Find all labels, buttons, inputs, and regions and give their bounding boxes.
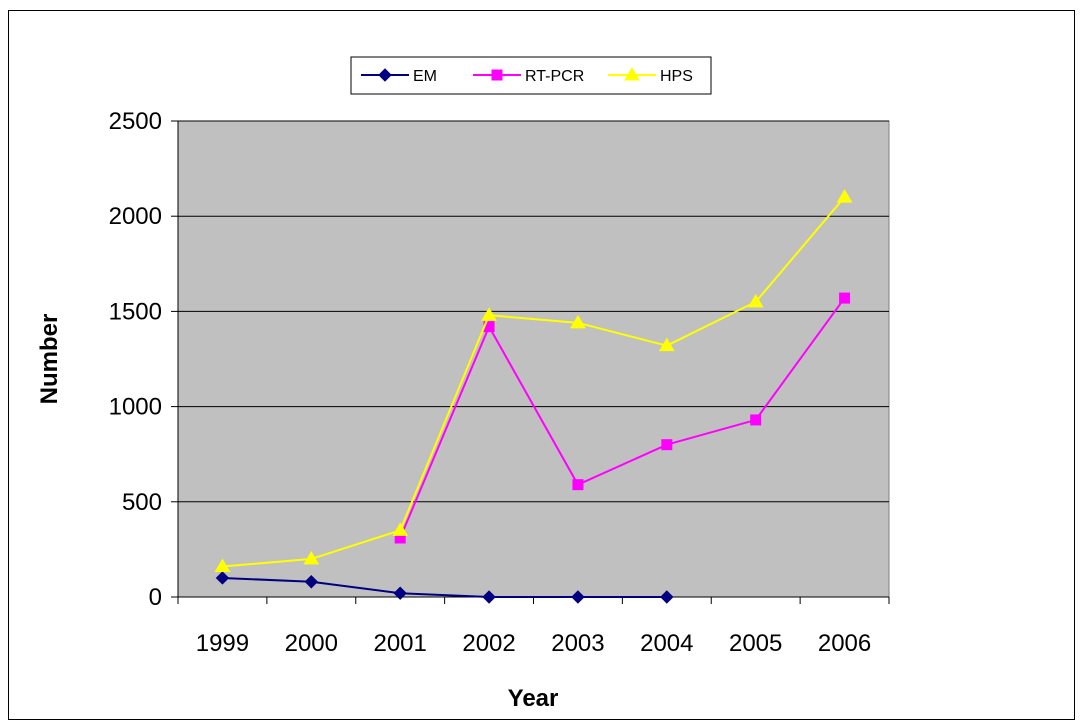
data-point-hps (303, 550, 320, 565)
series-line-em (222, 576, 667, 598)
x-tick-label: 1999 (196, 630, 249, 657)
legend-label-rt-pcr: RT-PCR (525, 68, 584, 85)
x-tick-label: 2006 (818, 630, 871, 657)
data-point-hps (747, 293, 764, 308)
legend-marker-em (378, 68, 392, 82)
plot-area (177, 120, 890, 598)
series-layer (214, 189, 853, 604)
y-tick-label: 1500 (109, 298, 162, 325)
series-hps (214, 189, 853, 573)
y-tick-label: 500 (122, 489, 162, 516)
data-point-hps (836, 189, 853, 203)
data-point-hps (481, 307, 497, 321)
y-tick-label: 2500 (109, 108, 162, 135)
x-axis-title: Year (508, 685, 559, 712)
x-tick-label: 2003 (551, 630, 604, 657)
data-point-em (660, 590, 674, 604)
legend-item-rt-pcr: RT-PCR (473, 68, 584, 85)
y-tick-label: 1000 (109, 394, 162, 421)
legend-label-hps: HPS (660, 68, 693, 85)
series-line-rt-pcr (399, 297, 846, 539)
x-tick-label: 2004 (640, 630, 693, 657)
data-point-rt-pcr (661, 439, 673, 451)
data-point-em (482, 590, 496, 604)
data-point-hps (658, 337, 675, 352)
x-tick-label: 2005 (729, 630, 782, 657)
x-tick-label: 2002 (462, 630, 515, 657)
data-point-hps (214, 558, 231, 573)
data-point-em (304, 575, 319, 589)
data-point-hps (392, 522, 409, 536)
data-point-rt-pcr (750, 414, 762, 426)
x-tick-label: 2000 (285, 630, 338, 657)
x-axis-ticks: 1999 2000 2001 2002 2003 2004 2005 2006 (177, 597, 890, 657)
data-point-em (215, 571, 230, 585)
y-axis-ticks: 0 500 1000 1500 2000 2500 (109, 108, 178, 611)
data-point-em (393, 586, 407, 600)
data-point-hps (570, 314, 586, 329)
y-tick-label: 2000 (109, 203, 162, 230)
legend-item-em: EM (361, 68, 437, 85)
y-axis-title: Number (36, 314, 63, 405)
x-tick-label: 2001 (373, 630, 426, 657)
legend-marker-hps (624, 67, 640, 81)
legend-marker-rt-pcr (491, 69, 503, 81)
legend-item-hps: HPS (608, 67, 693, 85)
data-point-em (571, 590, 585, 604)
series-line-hps (222, 196, 846, 568)
data-point-rt-pcr (839, 292, 851, 304)
y-tick-label: 0 (149, 584, 162, 611)
data-point-rt-pcr (572, 479, 584, 491)
legend: EM RT-PCR HPS (350, 56, 712, 95)
series-em (215, 571, 674, 604)
legend-label-em: EM (413, 68, 437, 85)
series-rt-pcr (394, 292, 851, 544)
